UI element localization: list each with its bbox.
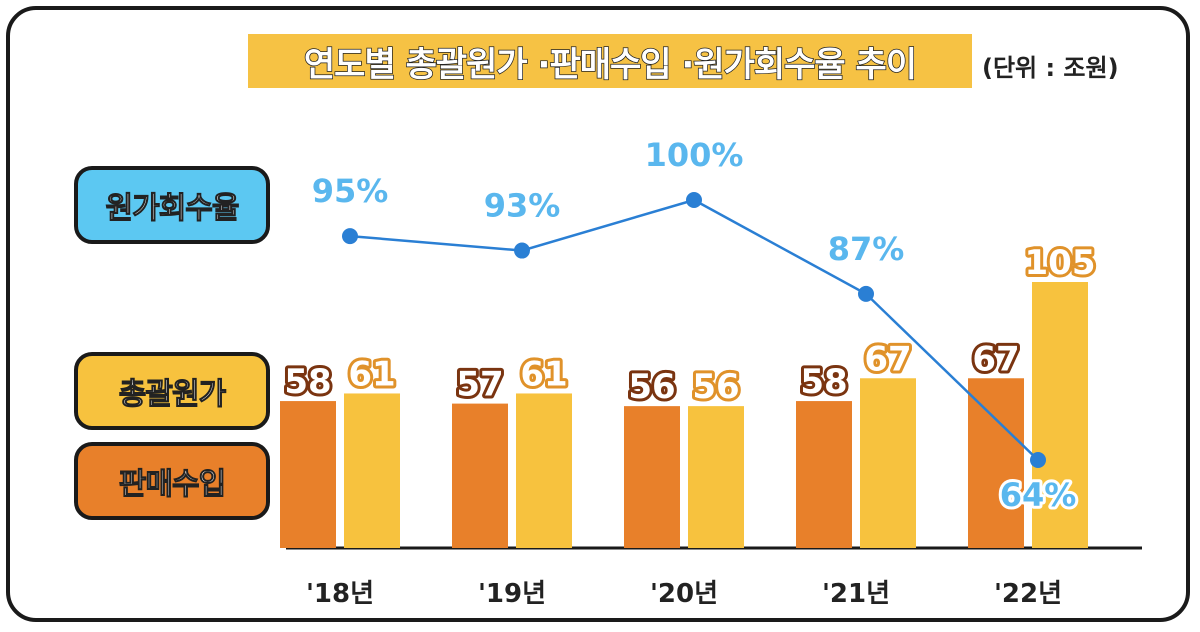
label-cost-3: 67 xyxy=(864,339,911,379)
label-revenue-4: 67 xyxy=(972,339,1019,379)
recovery-point-2 xyxy=(686,192,702,208)
x-tick-3: '21년 xyxy=(822,579,890,609)
legend-revenue: 판매수입 xyxy=(74,442,270,520)
recovery-label-0: 95% xyxy=(312,172,389,210)
bar-cost-2 xyxy=(688,406,744,548)
bar-revenue-3 xyxy=(796,401,852,548)
title-bar: 연도별 총괄원가 ·판매수입 ·원가회수율 추이 xyxy=(248,34,972,88)
label-revenue-1: 57 xyxy=(456,365,503,405)
bar-cost-3 xyxy=(860,378,916,548)
label-cost-1: 61 xyxy=(520,354,567,394)
bar-revenue-2 xyxy=(624,406,680,548)
bar-cost-0 xyxy=(344,393,400,548)
recovery-label-2: 100% xyxy=(645,136,744,174)
label-cost-0: 61 xyxy=(348,354,395,394)
recovery-point-0 xyxy=(342,228,358,245)
recovery-label-4: 64% xyxy=(1000,476,1077,514)
label-revenue-3: 58 xyxy=(800,362,847,402)
x-tick-1: '19년 xyxy=(478,579,546,609)
chart-title: 연도별 총괄원가 ·판매수입 ·원가회수율 추이 xyxy=(303,44,918,86)
unit-note: (단위 : 조원) xyxy=(982,54,1119,82)
legend-recovery-label: 원가회수율 xyxy=(105,191,240,227)
recovery-point-3 xyxy=(858,285,874,302)
bar-cost-4 xyxy=(1032,282,1088,548)
recovery-label-1: 93% xyxy=(484,187,561,225)
x-tick-4: '22년 xyxy=(994,579,1062,609)
bar-revenue-0 xyxy=(280,401,336,548)
label-revenue-0: 58 xyxy=(284,362,331,402)
x-tick-0: '18년 xyxy=(306,579,374,609)
recovery-label-3: 87% xyxy=(828,230,905,268)
label-revenue-2: 56 xyxy=(628,367,675,407)
legend-cost-label: 총괄원가 xyxy=(118,377,226,413)
bar-cost-1 xyxy=(516,393,572,548)
legend-recovery: 원가회수율 xyxy=(74,166,270,244)
legend-revenue-label: 판매수입 xyxy=(118,467,226,503)
bar-revenue-1 xyxy=(452,403,508,548)
label-cost-2: 56 xyxy=(692,367,739,407)
label-cost-4: 105 xyxy=(1025,243,1096,283)
legend-cost: 총괄원가 xyxy=(74,352,270,430)
recovery-point-4 xyxy=(1030,452,1046,468)
bar-revenue-4 xyxy=(968,378,1024,548)
x-tick-2: '20년 xyxy=(650,579,718,609)
recovery-point-1 xyxy=(514,242,530,259)
